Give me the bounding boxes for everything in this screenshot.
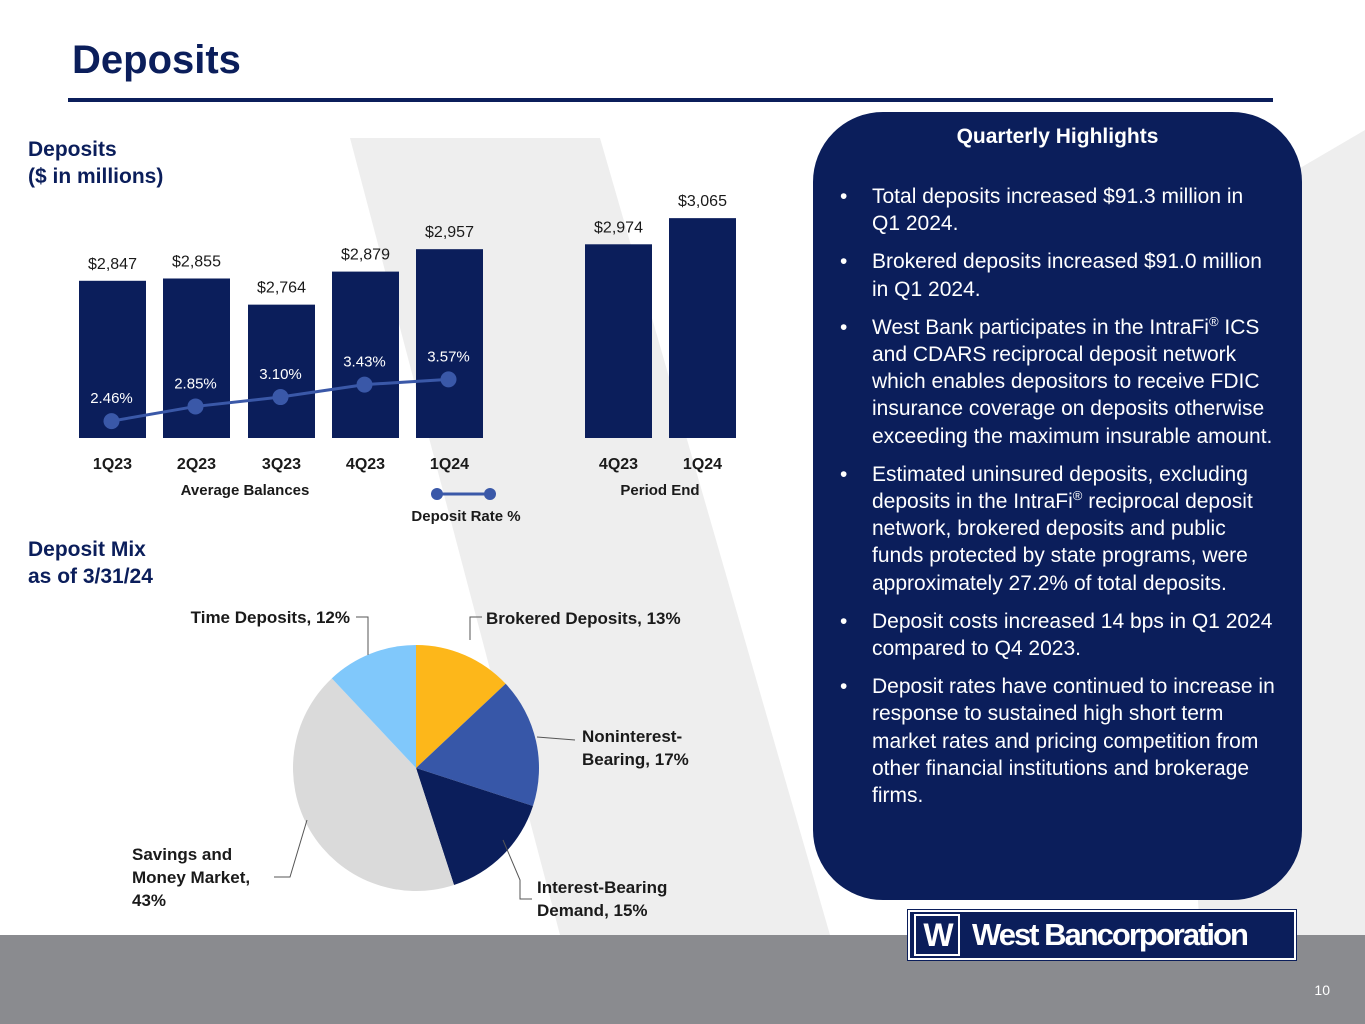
pie-label-line: Noninterest-	[582, 727, 682, 746]
title-divider	[68, 98, 1273, 102]
pie-label: Brokered Deposits, 13%	[486, 609, 681, 628]
rate-point	[440, 371, 457, 388]
bullet-icon: •	[840, 462, 848, 486]
bar-value-label: $2,855	[172, 253, 221, 270]
highlight-item: • Deposit rates have continued to increa…	[836, 673, 1276, 809]
highlight-item: • Total deposits increased $91.3 million…	[836, 183, 1276, 237]
legend-label: Deposit Rate %	[411, 508, 520, 525]
bar-value-label: $2,764	[257, 280, 306, 297]
registered-mark: ®	[1072, 488, 1083, 504]
company-logo: W West Bancorporation	[907, 909, 1297, 961]
pie-label-line: Money Market,	[132, 868, 250, 887]
highlight-item: • Deposit costs increased 14 bps in Q1 2…	[836, 608, 1276, 662]
pie-slice	[331, 645, 416, 768]
pie-slice	[416, 645, 506, 768]
highlight-item: • West Bank participates in the IntraFi®…	[836, 314, 1276, 450]
highlight-text: Brokered deposits increased $91.0 millio…	[872, 250, 1262, 301]
highlights-list: • Total deposits increased $91.3 million…	[836, 183, 1276, 820]
x-tick-label: 3Q23	[262, 456, 301, 473]
rate-label: 3.57%	[427, 348, 470, 365]
highlight-text-pre: West Bank participates in the IntraFi	[872, 315, 1209, 339]
highlight-text: Deposit rates have continued to increase…	[872, 675, 1275, 808]
pie-slice	[416, 768, 533, 885]
bullet-icon: •	[840, 315, 848, 339]
pie-leader-line	[274, 819, 308, 878]
mix-title-line2: as of 3/31/24	[28, 565, 153, 588]
legend-marker	[484, 488, 496, 500]
x-tick-label: 2Q23	[177, 456, 216, 473]
x-tick-label: 4Q23	[599, 456, 638, 473]
pie-label: Savings and Money Market, 43%	[132, 845, 250, 910]
x-tick-label: 1Q23	[93, 456, 132, 473]
bar-value-label: $3,065	[678, 193, 727, 210]
x-tick-label: 1Q24	[430, 456, 469, 473]
pie-label-line: Interest-Bearing	[537, 878, 667, 897]
logo-wordmark: West Bancorporation	[972, 917, 1249, 952]
highlight-text-pre: Estimated uninsured deposits, excluding …	[872, 462, 1248, 514]
deposits-title-line2: ($ in millions)	[28, 165, 164, 188]
deposits-section-title: Deposits ($ in millions)	[28, 136, 163, 190]
bar-avg-4Q23	[332, 271, 399, 438]
rate-label: 2.85%	[174, 375, 217, 392]
bar-value-label: $2,957	[425, 224, 474, 241]
highlights-title: Quarterly Highlights	[956, 125, 1159, 148]
registered-mark: ®	[1208, 313, 1219, 329]
bar-value-label: $2,974	[594, 219, 643, 236]
pie-leader-line	[469, 616, 482, 640]
rate-label: 2.46%	[90, 390, 133, 407]
rate-point	[356, 376, 373, 393]
mix-section-title: Deposit Mix as of 3/31/24	[28, 536, 153, 590]
deposits-title-line1: Deposits	[28, 138, 117, 161]
bar-avg-3Q23	[248, 304, 315, 438]
rate-label: 3.43%	[343, 354, 386, 371]
bar-avg-1Q23	[79, 280, 146, 438]
group-label-period-end: Period End	[620, 482, 699, 499]
group-label-average-balances: Average Balances	[181, 482, 310, 499]
pie-leader-line	[502, 839, 532, 900]
x-tick-label: 4Q23	[346, 456, 385, 473]
pie-label: Interest-Bearing Demand, 15%	[537, 878, 667, 920]
pie-label-line: Savings and	[132, 845, 232, 864]
pie-label-line: Brokered Deposits, 13%	[486, 609, 681, 628]
x-tick-label: 1Q24	[683, 456, 722, 473]
page-number: 10	[1314, 982, 1330, 998]
pie-label-line: Bearing, 17%	[582, 750, 689, 769]
logo-mark-icon: W	[914, 914, 960, 956]
highlight-text-post: reciprocal deposit network, brokered dep…	[872, 490, 1253, 595]
bullet-icon: •	[840, 609, 848, 633]
highlight-text-post: ICS and CDARS reciprocal deposit network…	[872, 315, 1273, 448]
mix-title-line1: Deposit Mix	[28, 538, 146, 561]
bullet-icon: •	[840, 185, 848, 208]
rate-point	[187, 398, 204, 415]
pie-slice	[416, 683, 539, 807]
pie-label: Time Deposits, 12%	[191, 608, 350, 627]
pie-leader-line	[536, 736, 576, 741]
highlight-item: • Brokered deposits increased $91.0 mill…	[836, 248, 1276, 302]
pie-slice	[293, 678, 455, 891]
pie-label-line: 43%	[132, 891, 166, 910]
rate-point	[103, 413, 120, 430]
rate-point	[272, 389, 289, 406]
bar-period-end-4Q23	[585, 244, 652, 438]
page-title: Deposits	[72, 38, 241, 82]
bar-value-label: $2,847	[88, 256, 137, 273]
highlight-text: Total deposits increased $91.3 million i…	[872, 185, 1244, 236]
bar-period-end-1Q24	[669, 218, 736, 438]
highlight-text: Deposit costs increased 14 bps in Q1 202…	[872, 609, 1273, 661]
legend-marker	[431, 488, 443, 500]
pie-leader-line	[356, 616, 369, 655]
quarterly-highlights-panel: Quarterly Highlights • Total deposits in…	[813, 112, 1302, 900]
bullet-icon: •	[840, 675, 848, 699]
pie-label: Noninterest- Bearing, 17%	[582, 727, 689, 769]
pie-label-line: Time Deposits, 12%	[191, 608, 350, 627]
bullet-icon: •	[840, 250, 848, 274]
deposits-charts: $2,847 1Q23 $2,855 2Q23 $2,764 3Q23 $2,879 4Q23…	[79, 193, 736, 920]
rate-label: 3.10%	[259, 366, 302, 383]
pie-label-line: Demand, 15%	[537, 901, 648, 920]
bar-value-label: $2,879	[341, 247, 390, 264]
bar-avg-1Q24	[416, 249, 483, 438]
highlight-item: • Estimated uninsured deposits, excludin…	[836, 461, 1276, 597]
